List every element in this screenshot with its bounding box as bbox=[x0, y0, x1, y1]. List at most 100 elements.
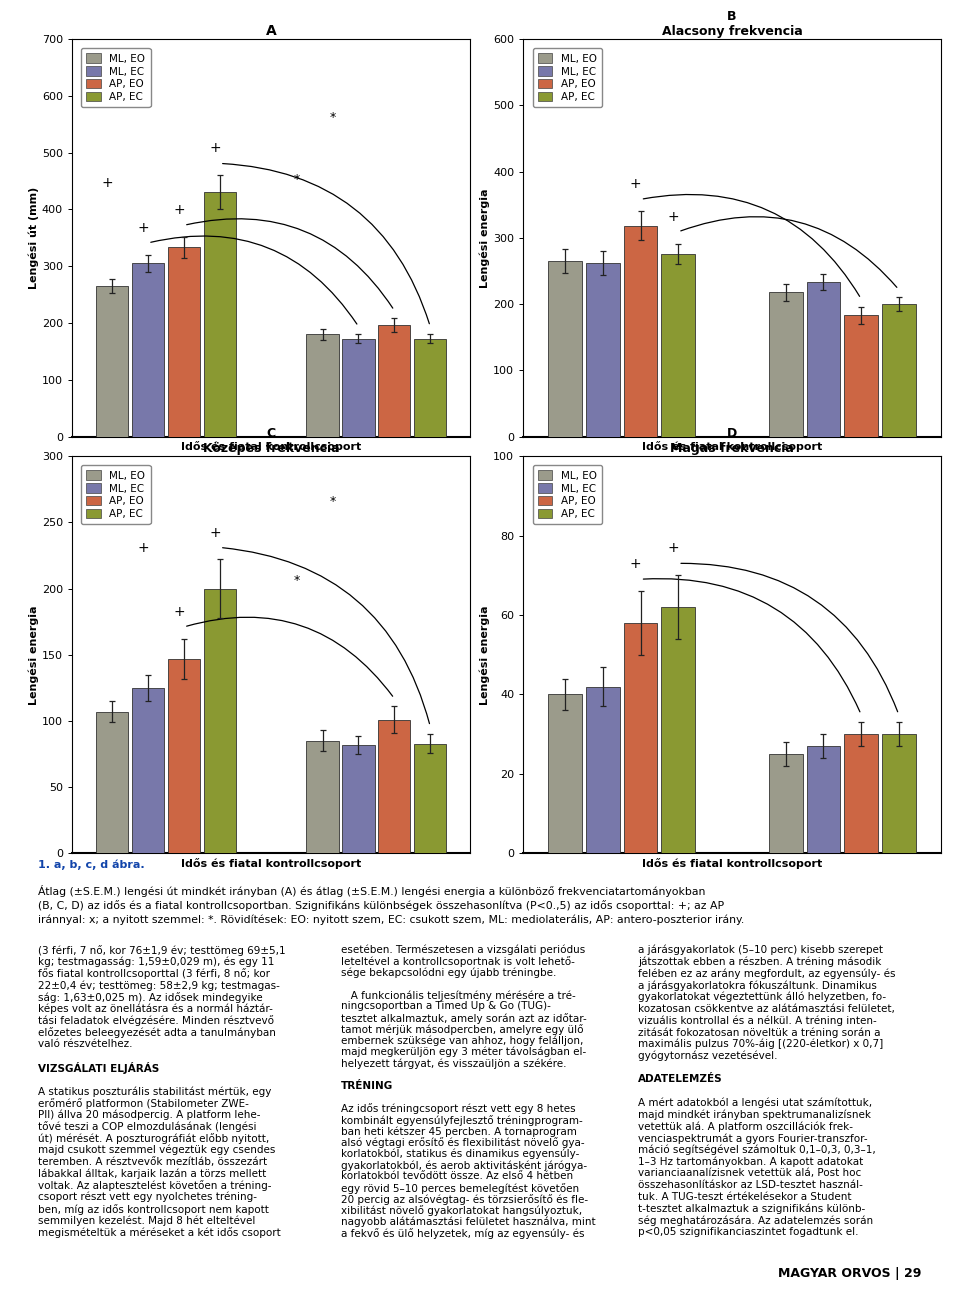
Bar bbox=[844, 315, 877, 437]
Text: (3 férfi, 7 nő, kor 76±1,9 év; testtömeg 69±5,1: (3 férfi, 7 nő, kor 76±1,9 év; testtömeg… bbox=[38, 945, 286, 955]
Text: ben, míg az idős kontrollcsoport nem kapott: ben, míg az idős kontrollcsoport nem kap… bbox=[38, 1204, 269, 1214]
Text: gyógytornász vezetésével.: gyógytornász vezetésével. bbox=[638, 1050, 778, 1061]
Y-axis label: Lengési energia: Lengési energia bbox=[480, 605, 491, 705]
Text: Az idős tréningcsoport részt vett egy 8 hetes: Az idős tréningcsoport részt vett egy 8 … bbox=[341, 1104, 575, 1114]
Bar bbox=[624, 225, 658, 437]
Bar bbox=[769, 292, 803, 437]
Text: +: + bbox=[137, 542, 149, 555]
Bar bbox=[414, 744, 446, 853]
Y-axis label: Lengési energia: Lengési energia bbox=[29, 605, 39, 705]
Bar bbox=[204, 193, 236, 437]
Text: +: + bbox=[137, 222, 149, 235]
Bar bbox=[844, 735, 877, 853]
Text: esetében. Természetesen a vizsgálati periódus: esetében. Természetesen a vizsgálati per… bbox=[341, 945, 585, 955]
Text: *: * bbox=[329, 111, 336, 124]
Bar bbox=[343, 745, 374, 853]
Text: xibilitást növelő gyakorlatokat hangsúlyoztuk,: xibilitást növelő gyakorlatokat hangsúly… bbox=[341, 1205, 582, 1217]
Bar bbox=[306, 335, 339, 437]
Text: nagyobb alátámasztási felületet használva, mint: nagyobb alátámasztási felületet használv… bbox=[341, 1217, 595, 1227]
Text: máció segítségével számoltuk 0,1–0,3, 0,3–1,: máció segítségével számoltuk 0,1–0,3, 0,… bbox=[638, 1145, 876, 1156]
Text: tesztet alkalmaztuk, amely során azt az időtar-: tesztet alkalmaztuk, amely során azt az … bbox=[341, 1012, 587, 1024]
Text: *: * bbox=[329, 495, 336, 508]
Bar bbox=[132, 688, 164, 853]
Text: előzetes beleegyezését adta a tanulmányban: előzetes beleegyezését adta a tanulmányb… bbox=[38, 1027, 276, 1038]
Bar bbox=[96, 287, 129, 437]
Bar bbox=[548, 694, 582, 853]
Text: VIZSGÁLATI ELJÁRÁS: VIZSGÁLATI ELJÁRÁS bbox=[38, 1062, 159, 1075]
Text: 1–3 Hz tartományokban. A kapott adatokat: 1–3 Hz tartományokban. A kapott adatokat bbox=[638, 1157, 864, 1167]
Text: MAGYAR ORVOS | 29: MAGYAR ORVOS | 29 bbox=[779, 1268, 922, 1280]
Text: fős fiatal kontrollcsoporttal (3 férfi, 8 nő; kor: fős fiatal kontrollcsoporttal (3 férfi, … bbox=[38, 968, 271, 979]
Text: embernek szüksége van ahhoz, hogy felálljon,: embernek szüksége van ahhoz, hogy feláll… bbox=[341, 1036, 583, 1046]
Y-axis label: Lengési út (mm): Lengési út (mm) bbox=[29, 186, 39, 289]
Text: gyakorlatokból, és aerob aktivitásként járógya-: gyakorlatokból, és aerob aktivitásként j… bbox=[341, 1160, 587, 1170]
Bar bbox=[204, 589, 236, 853]
Text: +: + bbox=[102, 176, 113, 190]
Bar bbox=[806, 747, 840, 853]
Text: +: + bbox=[667, 210, 679, 224]
Bar bbox=[306, 741, 339, 853]
Text: p<0,05 szignifikanciaszintet fogadtunk el.: p<0,05 szignifikanciaszintet fogadtunk e… bbox=[638, 1227, 859, 1238]
Title: C
Közepes frekvencia: C Közepes frekvencia bbox=[203, 427, 340, 455]
Text: A funkcionális teljesítmény mérésére a tré-: A funkcionális teljesítmény mérésére a t… bbox=[341, 990, 576, 1001]
Bar bbox=[343, 339, 374, 437]
Bar bbox=[587, 687, 620, 853]
Text: ség meghatározására. Az adatelemzés során: ség meghatározására. Az adatelemzés sorá… bbox=[638, 1216, 874, 1226]
Bar bbox=[882, 735, 916, 853]
Bar bbox=[769, 754, 803, 853]
Text: alsó végtagi erősítő és flexibilitást növelő gya-: alsó végtagi erősítő és flexibilitást nö… bbox=[341, 1138, 585, 1148]
Text: egy rövid 5–10 perces bemelegítést követően: egy rövid 5–10 perces bemelegítést követ… bbox=[341, 1183, 579, 1194]
Text: PII) állva 20 másodpercig. A platform lehe-: PII) állva 20 másodpercig. A platform le… bbox=[38, 1110, 261, 1121]
Bar bbox=[414, 339, 446, 437]
Text: a járásgyakorlatok (5–10 perc) kisebb szerepet: a járásgyakorlatok (5–10 perc) kisebb sz… bbox=[638, 945, 883, 955]
Title: D
Magas frekvencia: D Magas frekvencia bbox=[670, 427, 794, 455]
Text: teremben. A résztvevők mezítláb, összezárt: teremben. A résztvevők mezítláb, összezá… bbox=[38, 1157, 268, 1166]
Text: tuk. A TUG-teszt értékelésekor a Student: tuk. A TUG-teszt értékelésekor a Student bbox=[638, 1192, 852, 1201]
Text: 20 percig az alsóvégtag- és törzsierősítő és fle-: 20 percig az alsóvégtag- és törzsierősít… bbox=[341, 1194, 588, 1205]
Text: út) mérését. A poszturográfiát előbb nyitott,: út) mérését. A poszturográfiát előbb nyi… bbox=[38, 1134, 270, 1144]
Text: a fekvő és ülő helyzetek, míg az egyensúly- és: a fekvő és ülő helyzetek, míg az egyensú… bbox=[341, 1229, 585, 1239]
Text: A statikus poszturális stabilitást mértük, egy: A statikus poszturális stabilitást mértü… bbox=[38, 1085, 272, 1097]
Text: TRÉNING: TRÉNING bbox=[341, 1080, 393, 1091]
Text: varianciaanalízisnek vetettük alá, Post hoc: varianciaanalízisnek vetettük alá, Post … bbox=[638, 1169, 862, 1178]
Text: tamot mérjük másodpercben, amelyre egy ülő: tamot mérjük másodpercben, amelyre egy ü… bbox=[341, 1024, 584, 1035]
Text: t-tesztet alkalmaztuk a szignifikáns különb-: t-tesztet alkalmaztuk a szignifikáns kül… bbox=[638, 1204, 866, 1214]
Text: korlatokból tevődött össze. Az első 4 hétben: korlatokból tevődött össze. Az első 4 hé… bbox=[341, 1171, 573, 1182]
Text: +: + bbox=[209, 525, 221, 539]
Text: zitását fokozatosan növeltük a tréning során a: zitását fokozatosan növeltük a tréning s… bbox=[638, 1027, 881, 1037]
Text: semmilyen kezelést. Majd 8 hét elteltével: semmilyen kezelést. Majd 8 hét elteltéve… bbox=[38, 1216, 255, 1226]
Title: B
Alacsony frekvencia: B Alacsony frekvencia bbox=[661, 10, 803, 38]
Text: +: + bbox=[667, 542, 679, 555]
Bar bbox=[132, 263, 164, 437]
Bar bbox=[168, 659, 200, 853]
Text: gyakorlatokat végeztettünk álló helyzetben, fo-: gyakorlatokat végeztettünk álló helyzetb… bbox=[638, 992, 886, 1002]
Bar bbox=[378, 719, 410, 853]
Bar bbox=[168, 248, 200, 437]
Text: +: + bbox=[173, 605, 185, 619]
Text: majd csukott szemmel végeztük egy csendes: majd csukott szemmel végeztük egy csende… bbox=[38, 1145, 276, 1156]
Text: a járásgyakorlatokra fókuszáltunk. Dinamikus: a járásgyakorlatokra fókuszáltunk. Dinam… bbox=[638, 980, 877, 990]
Bar bbox=[587, 263, 620, 437]
Bar bbox=[624, 623, 658, 853]
Text: felében ez az arány megfordult, az egyensúly- és: felében ez az arány megfordult, az egyen… bbox=[638, 968, 896, 979]
Text: majd mindkét irányban spektrumanalizísnek: majd mindkét irányban spektrumanalizísne… bbox=[638, 1110, 872, 1121]
Text: +: + bbox=[173, 203, 185, 218]
Text: sége bekapcsolódni egy újabb tréningbe.: sége bekapcsolódni egy újabb tréningbe. bbox=[341, 967, 556, 977]
Text: való részvételhez.: való részvételhez. bbox=[38, 1038, 132, 1049]
Bar bbox=[806, 283, 840, 437]
Legend: ML, EO, ML, EC, AP, EO, AP, EC: ML, EO, ML, EC, AP, EO, AP, EC bbox=[82, 465, 151, 524]
X-axis label: Idős és fiatal kontrollcsoport: Idős és fiatal kontrollcsoport bbox=[181, 857, 361, 869]
Text: *: * bbox=[294, 172, 300, 185]
Text: ság: 1,63±0,025 m). Az idősek mindegyike: ság: 1,63±0,025 m). Az idősek mindegyike bbox=[38, 992, 263, 1003]
Text: játszottak ebben a részben. A tréning második: játszottak ebben a részben. A tréning má… bbox=[638, 956, 882, 967]
Text: 22±0,4 év; testtömeg: 58±2,9 kg; testmagas-: 22±0,4 év; testtömeg: 58±2,9 kg; testmag… bbox=[38, 980, 280, 990]
Text: megismételtük a méréseket a két idős csoport: megismételtük a méréseket a két idős cso… bbox=[38, 1227, 281, 1238]
Text: ADATELEMZÉS: ADATELEMZÉS bbox=[638, 1074, 723, 1084]
Text: Átlag (±S.E.M.) lengési út mindkét irányban (A) és átlag (±S.E.M.) lengési energ: Átlag (±S.E.M.) lengési út mindkét irány… bbox=[38, 885, 745, 925]
Text: kozatosan csökkentve az alátámasztási felületet,: kozatosan csökkentve az alátámasztási fe… bbox=[638, 1003, 896, 1014]
Text: venciaspektrumát a gyors Fourier-transzfor-: venciaspektrumát a gyors Fourier-transzf… bbox=[638, 1134, 868, 1144]
Text: tási feladatok elvégzésére. Minden résztvevő: tási feladatok elvégzésére. Minden részt… bbox=[38, 1015, 275, 1027]
Text: csoport részt vett egy nyolchetes tréning-: csoport részt vett egy nyolchetes trénin… bbox=[38, 1192, 257, 1203]
Text: kombinált egyensúlyfejlesztő tréningprogram-: kombinált egyensúlyfejlesztő tréningprog… bbox=[341, 1115, 583, 1126]
Text: lábakkal álltak, karjaik lazán a törzs mellett: lábakkal álltak, karjaik lazán a törzs m… bbox=[38, 1169, 267, 1179]
